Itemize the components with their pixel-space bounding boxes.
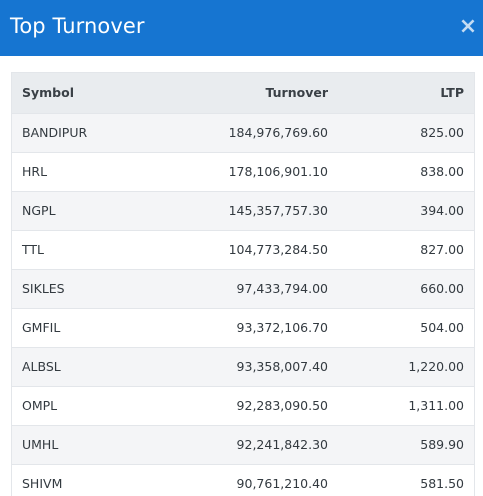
cell-turnover: 90,761,210.40 <box>236 476 328 492</box>
cell-ltp: 394.00 <box>420 203 464 218</box>
cell-symbol: BANDIPUR <box>22 125 88 140</box>
table-row[interactable]: ALBSL 93,358,007.40 1,220.00 <box>12 347 474 386</box>
cell-ltp: 1,220.00 <box>408 359 464 374</box>
close-icon[interactable]: × <box>458 14 478 39</box>
column-header-symbol[interactable]: Symbol <box>22 85 74 101</box>
table-header-row: Symbol Turnover LTP <box>12 73 474 113</box>
cell-ltp: 827.00 <box>420 242 464 257</box>
cell-symbol: SHIVM <box>22 476 63 492</box>
dialog-header: Top Turnover × <box>0 0 483 56</box>
column-header-ltp[interactable]: LTP <box>440 85 464 101</box>
cell-ltp: 660.00 <box>420 281 464 296</box>
cell-symbol: SIKLES <box>22 281 65 296</box>
turnover-table: Symbol Turnover LTP BANDIPUR 184,976,769… <box>12 73 474 496</box>
cell-symbol: GMFIL <box>22 320 61 335</box>
cell-ltp: 581.50 <box>420 476 464 492</box>
cell-symbol: OMPL <box>22 398 58 413</box>
cell-turnover: 93,358,007.40 <box>236 359 328 374</box>
cell-symbol: HRL <box>22 164 48 179</box>
table-row[interactable]: HRL 178,106,901.10 838.00 <box>12 152 474 191</box>
cell-ltp: 825.00 <box>420 125 464 140</box>
turnover-table-container: Symbol Turnover LTP BANDIPUR 184,976,769… <box>11 72 475 496</box>
cell-turnover: 104,773,284.50 <box>228 242 328 257</box>
cell-ltp: 1,311.00 <box>408 398 464 413</box>
table-row[interactable]: SHIVM 90,761,210.40 581.50 <box>12 464 474 496</box>
column-header-turnover[interactable]: Turnover <box>265 85 329 101</box>
cell-ltp: 838.00 <box>420 164 464 179</box>
cell-symbol: ALBSL <box>22 359 61 374</box>
cell-turnover: 184,976,769.60 <box>228 125 328 140</box>
cell-turnover: 93,372,106.70 <box>236 320 328 335</box>
cell-symbol: UMHL <box>22 437 59 452</box>
cell-symbol: NGPL <box>22 203 56 218</box>
table-row[interactable]: UMHL 92,241,842.30 589.90 <box>12 425 474 464</box>
table-row[interactable]: GMFIL 93,372,106.70 504.00 <box>12 308 474 347</box>
cell-turnover: 178,106,901.10 <box>228 164 328 179</box>
cell-ltp: 504.00 <box>420 320 464 335</box>
cell-turnover: 145,357,757.30 <box>228 203 328 218</box>
table-row[interactable]: NGPL 145,357,757.30 394.00 <box>12 191 474 230</box>
cell-turnover: 92,241,842.30 <box>236 437 328 452</box>
table-row[interactable]: TTL 104,773,284.50 827.00 <box>12 230 474 269</box>
table-row[interactable]: BANDIPUR 184,976,769.60 825.00 <box>12 113 474 152</box>
cell-turnover: 97,433,794.00 <box>236 281 328 296</box>
cell-symbol: TTL <box>22 242 45 257</box>
dialog-title: Top Turnover <box>10 14 145 38</box>
cell-turnover: 92,283,090.50 <box>236 398 328 413</box>
table-row[interactable]: OMPL 92,283,090.50 1,311.00 <box>12 386 474 425</box>
cell-ltp: 589.90 <box>420 437 464 452</box>
table-row[interactable]: SIKLES 97,433,794.00 660.00 <box>12 269 474 308</box>
